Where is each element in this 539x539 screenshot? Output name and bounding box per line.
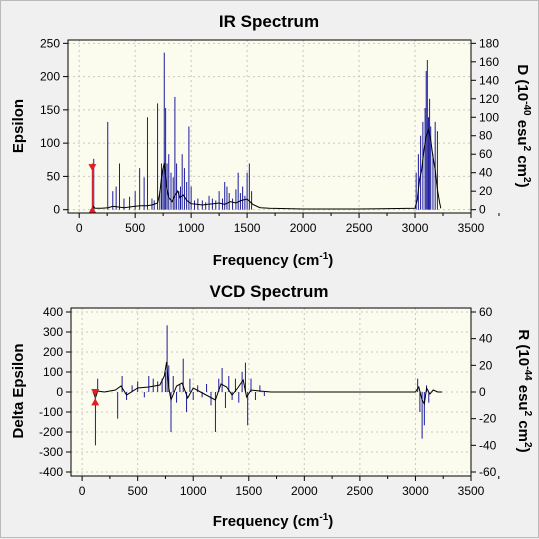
ir-chart-title: IR Spectrum <box>219 12 319 31</box>
ir-plot-frame <box>67 39 472 214</box>
ir-x-axis-label: Frequency (cm-1) <box>213 251 334 269</box>
vcd-y2-tick-label: 40 <box>479 332 493 346</box>
vcd-y2-tick-label: -20 <box>479 412 497 426</box>
ir-y2-tick-label: 100 <box>479 110 499 124</box>
ir-y2-tick-label: 160 <box>479 55 499 69</box>
vcd-y2-tick-label: 20 <box>479 358 493 372</box>
vcd-series <box>91 325 443 446</box>
ir-y-axis-label: Epsilon <box>10 99 27 153</box>
ir-series <box>88 52 442 214</box>
ir-x-tick-label: 1000 <box>178 221 205 235</box>
ir-y-tick-label: 200 <box>40 70 60 84</box>
ir-x-tick-label: 0 <box>76 221 83 235</box>
vcd-y2-tick-label: -40 <box>479 438 497 452</box>
vcd-spectrum-panel: VCD Spectrum 0 500 1000 1500 2000 2500 3000 350… <box>10 282 533 530</box>
ir-y2-tick-label: 20 <box>479 184 493 198</box>
ir-x-tick-label: 3500 <box>458 221 485 235</box>
ir-y2-tick-label: 140 <box>479 73 499 87</box>
vcd-y-tick-label: -400 <box>39 465 63 479</box>
ir-y-tick-label: 0 <box>53 203 60 217</box>
vcd-y-tick-label: 300 <box>43 325 63 339</box>
ir-spectrum-line <box>90 127 442 211</box>
ir-y2-tick-label: 0 <box>479 203 486 217</box>
vcd-chart-title: VCD Spectrum <box>209 282 328 301</box>
ir-grid <box>68 40 472 213</box>
vcd-spectrum-line <box>92 361 443 406</box>
ir-x-tick-label: 2500 <box>346 221 373 235</box>
vcd-y-tick-label: -100 <box>39 405 63 419</box>
vcd-x-tick-label: 3000 <box>402 484 429 498</box>
ir-x-tick-label: 1500 <box>234 221 261 235</box>
vcd-y-axis-label: Delta Epsilon <box>10 343 27 438</box>
vcd-y-tick-label: 100 <box>43 365 63 379</box>
vcd-x-tick-label: 1000 <box>180 484 207 498</box>
vcd-x-tick-label: 2500 <box>347 484 374 498</box>
vcd-y2-tick-label: 0 <box>479 385 486 399</box>
vcd-y-tick-label: 200 <box>43 345 63 359</box>
ir-axis-ticks: 0 500 1000 1500 2000 2500 3000 3500050100150200… <box>40 36 500 235</box>
ir-y2-tick-label: 80 <box>479 129 493 143</box>
vcd-y-tick-label: 0 <box>56 385 63 399</box>
vcd-plot-frame <box>70 307 472 477</box>
ir-y2-tick-label: 40 <box>479 166 493 180</box>
vcd-y-tick-label: -200 <box>39 425 63 439</box>
vcd-x-tick-label: 500 <box>128 484 148 498</box>
vcd-y-tick-label: 400 <box>43 305 63 319</box>
ir-x-tick-label: 2000 <box>290 221 317 235</box>
vcd-x-axis-label: Frequency (cm-1) <box>213 512 334 530</box>
ir-y-tick-label: 250 <box>40 36 60 50</box>
ir-spectrum-panel: IR Spectrum 0 500 1000 1500 2000 2500 3000 3500… <box>10 12 532 269</box>
ir-x-tick-label: 500 <box>125 221 145 235</box>
ir-y2-tick-label: 180 <box>479 36 499 50</box>
ir-y-tick-label: 50 <box>47 169 61 183</box>
vcd-y2-axis-label: R (10-44 esu2 cm2) <box>515 329 533 452</box>
vcd-x-tick-label: 1500 <box>235 484 262 498</box>
vcd-y2-tick-label: -60 <box>479 465 497 479</box>
vcd-y2-tick-label: 60 <box>479 305 493 319</box>
ir-y-tick-label: 150 <box>40 103 60 117</box>
vcd-x-tick-label: 0 <box>79 484 86 498</box>
ir-plot-area <box>68 40 471 213</box>
ir-y2-tick-label: 60 <box>479 147 493 161</box>
ir-y2-axis-label: D (10-40 esu2 cm2) <box>514 64 532 187</box>
vcd-y-tick-label: -300 <box>39 445 63 459</box>
vcd-x-tick-label: 2000 <box>291 484 318 498</box>
vcd-x-tick-label: 3500 <box>458 484 485 498</box>
ir-x-tick-label: 3000 <box>402 221 429 235</box>
ir-y-tick-label: 100 <box>40 136 60 150</box>
ir-y2-tick-label: 120 <box>479 92 499 106</box>
vcd-axis-ticks: 0 500 1000 1500 2000 2500 3000 3500-400-300-200… <box>39 305 500 498</box>
